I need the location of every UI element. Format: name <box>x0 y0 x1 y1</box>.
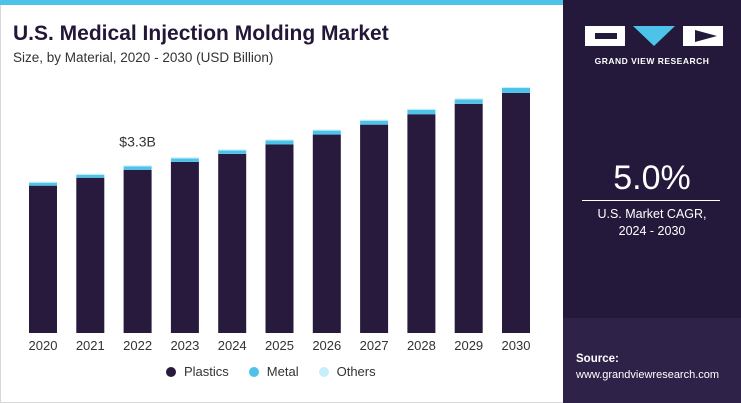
x-tick-label-2030: 2030 <box>502 338 531 353</box>
cagr-label-line1: U.S. Market CAGR, <box>597 207 707 221</box>
chart-subtitle: Size, by Material, 2020 - 2030 (USD Bill… <box>13 50 274 65</box>
cagr-divider <box>582 200 720 201</box>
bar-metal-2023 <box>170 158 199 162</box>
x-tick-label-2026: 2026 <box>312 338 341 353</box>
logo-wordmark: GRAND VIEW RESEARCH <box>594 56 710 66</box>
bar-plastics-2029 <box>454 103 483 333</box>
x-tick-label-2029: 2029 <box>454 338 483 353</box>
x-tick-label-2027: 2027 <box>360 338 389 353</box>
chart-legend: Plastics Metal Others <box>166 364 396 379</box>
legend-item-metal: Metal <box>248 364 299 379</box>
bar-plastics-2020 <box>29 185 57 333</box>
source-box: Source: www.grandviewresearch.com <box>563 318 741 403</box>
x-tick-label-2020: 2020 <box>29 338 58 353</box>
bar-plastics-2024 <box>218 153 247 333</box>
x-tick-label-2028: 2028 <box>407 338 436 353</box>
legend-label-metal: Metal <box>266 364 299 379</box>
legend-swatch-others <box>318 366 329 377</box>
chart-title: U.S. Medical Injection Molding Market <box>13 22 389 45</box>
bar-others-2022 <box>123 165 152 167</box>
x-tick-label-2023: 2023 <box>170 338 199 353</box>
source-title: Source: <box>576 353 619 365</box>
bar-others-2021 <box>76 173 105 175</box>
bar-plastics-2021 <box>76 177 105 333</box>
bar-metal-2030 <box>502 87 530 93</box>
bar-plastics-2025 <box>265 144 294 333</box>
data-label-2022: $3.3B <box>119 133 156 149</box>
grand-view-research-logo-icon <box>585 26 723 46</box>
bar-others-2027 <box>360 119 389 121</box>
legend-item-others: Others <box>318 364 376 379</box>
x-tick-label-2024: 2024 <box>218 338 247 353</box>
source-url-link[interactable]: www.grandviewresearch.com <box>576 369 720 381</box>
legend-label-others: Others <box>336 364 376 379</box>
bar-others-2024 <box>218 149 247 151</box>
bar-metal-2028 <box>407 109 436 115</box>
bar-others-2026 <box>312 129 341 131</box>
cagr-value: 5.0% <box>613 159 691 197</box>
cagr-label: U.S. Market CAGR, 2024 - 2030 <box>563 206 741 240</box>
bar-others-2020 <box>29 181 57 183</box>
bar-metal-2025 <box>265 140 294 145</box>
bar-metal-2022 <box>123 166 152 170</box>
legend-swatch-metal <box>248 366 259 377</box>
legend-item-plastics: Plastics <box>166 364 229 379</box>
bar-plastics-2026 <box>312 134 341 333</box>
bar-chart: 2020 2021 2022 $3.3B 2023 2024 2025 2026 2027 202… <box>29 86 531 353</box>
bar-metal-2029 <box>454 99 483 104</box>
bar-plastics-2023 <box>170 161 199 333</box>
bar-others-2025 <box>265 139 294 141</box>
bar-others-2028 <box>407 108 436 110</box>
bar-others-2030 <box>502 86 530 88</box>
x-tick-label-2021: 2021 <box>76 338 105 353</box>
bar-metal-2021 <box>76 174 105 178</box>
bar-metal-2024 <box>218 150 247 154</box>
bar-plastics-2030 <box>502 92 530 333</box>
bar-metal-2027 <box>360 120 389 125</box>
bar-metal-2020 <box>29 182 57 186</box>
legend-swatch-plastics <box>166 366 176 377</box>
bar-others-2029 <box>454 98 483 100</box>
x-tick-label-2022: 2022 <box>123 338 152 353</box>
bar-plastics-2022 <box>123 169 152 333</box>
bar-metal-2026 <box>312 130 341 135</box>
bar-others-2023 <box>170 157 199 159</box>
bar-plastics-2028 <box>407 114 436 334</box>
info-panel: GRAND VIEW RESEARCH 5.0% U.S. Market CAG… <box>563 0 741 403</box>
x-tick-label-2025: 2025 <box>265 338 294 353</box>
cagr-label-line2: 2024 - 2030 <box>618 224 686 238</box>
top-accent-rule <box>0 0 563 5</box>
bar-plastics-2027 <box>360 124 389 333</box>
legend-label-plastics: Plastics <box>184 364 229 379</box>
